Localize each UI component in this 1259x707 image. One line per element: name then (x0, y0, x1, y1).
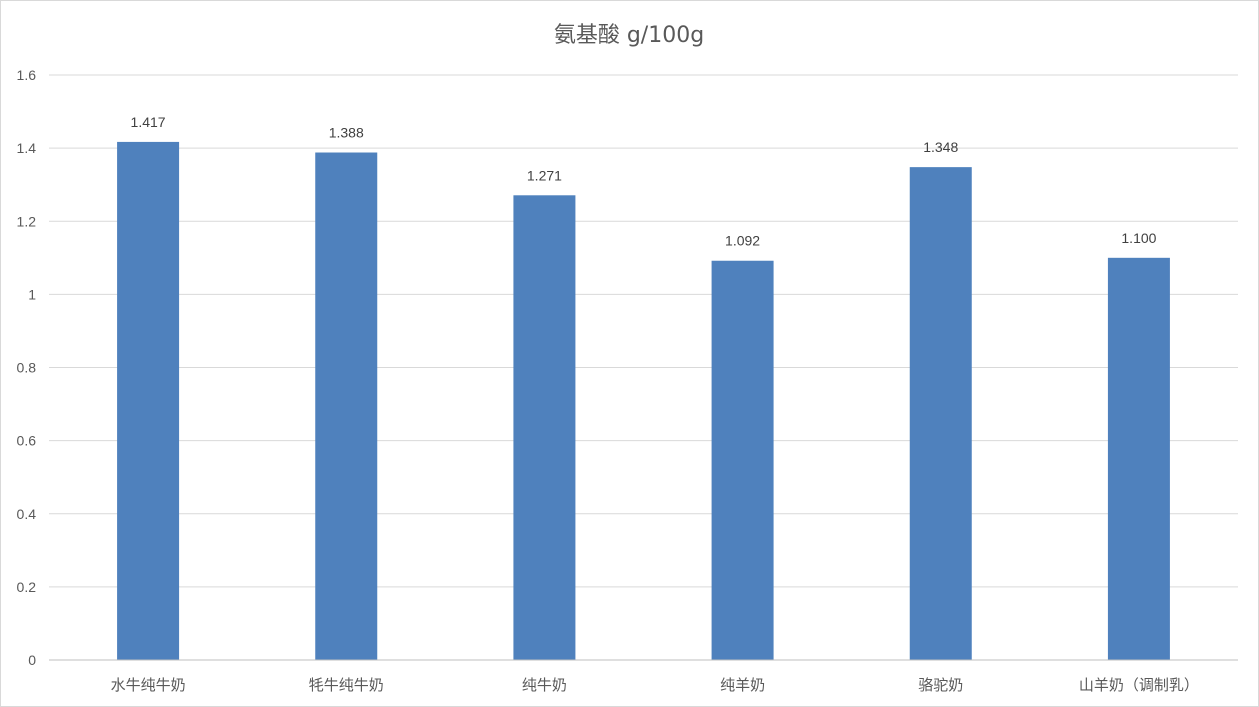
bar (711, 260, 774, 660)
category-label: 水牛纯牛奶 (111, 676, 186, 694)
data-label: 1.271 (527, 167, 562, 183)
category-label: 牦牛纯牛奶 (309, 676, 384, 694)
bars (117, 141, 1170, 661)
category-label: 骆驼奶 (918, 676, 963, 694)
bar (909, 167, 972, 660)
chart-title: 氨基酸 g/100g (554, 23, 704, 48)
data-label: 1.348 (923, 139, 958, 155)
y-tick-label: 0 (28, 652, 36, 668)
y-tick-label: 0.2 (17, 579, 37, 595)
data-labels: 1.417 1.388 1.271 1.092 1.348 1.100 (131, 114, 1157, 249)
data-label: 1.417 (131, 114, 166, 130)
data-label: 1.388 (329, 125, 364, 141)
bar (513, 195, 576, 660)
bar (117, 141, 180, 661)
category-label: 纯羊奶 (720, 676, 765, 694)
y-axis-ticks: 0 0.2 0.4 0.6 0.8 1 1.2 1.4 1.6 (17, 67, 37, 668)
bar (315, 152, 378, 660)
y-tick-label: 1.4 (17, 140, 37, 156)
y-tick-label: 1.6 (17, 67, 37, 83)
y-tick-label: 0.4 (17, 506, 37, 522)
data-label: 1.100 (1121, 230, 1156, 246)
data-label: 1.092 (725, 233, 760, 249)
x-axis-categories: 水牛纯牛奶 牦牛纯牛奶 纯牛奶 纯羊奶 骆驼奶 山羊奶（调制乳） (111, 676, 1199, 694)
bar (1107, 257, 1170, 660)
gridlines (49, 74, 1238, 588)
y-tick-label: 0.8 (17, 360, 37, 376)
category-label: 纯牛奶 (522, 676, 567, 694)
category-label: 山羊奶（调制乳） (1079, 676, 1199, 694)
y-tick-label: 1.2 (17, 213, 37, 229)
y-tick-label: 0.6 (17, 433, 37, 449)
y-tick-label: 1 (28, 286, 36, 302)
